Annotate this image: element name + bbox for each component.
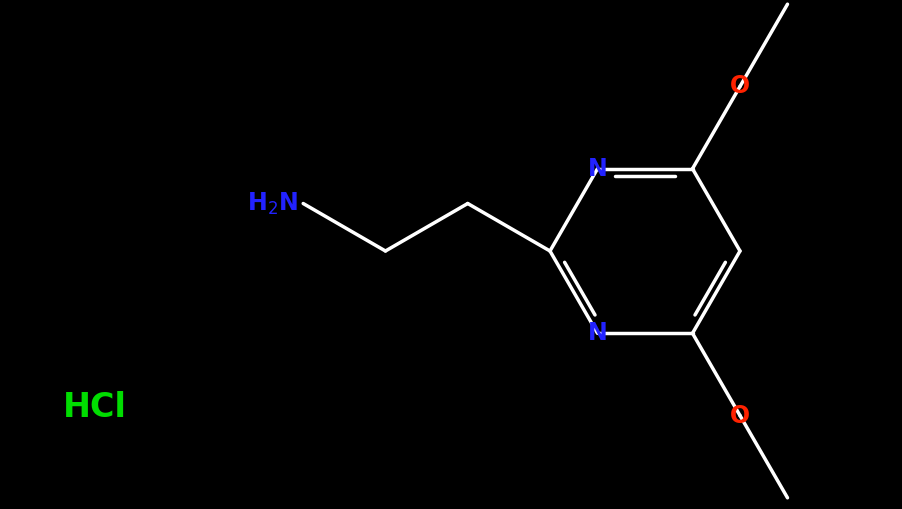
Text: O: O bbox=[730, 404, 750, 428]
Text: N: N bbox=[587, 157, 607, 181]
Text: H$_2$N: H$_2$N bbox=[247, 190, 299, 217]
Text: O: O bbox=[730, 74, 750, 98]
Text: N: N bbox=[587, 321, 607, 345]
Text: HCl: HCl bbox=[63, 391, 127, 423]
